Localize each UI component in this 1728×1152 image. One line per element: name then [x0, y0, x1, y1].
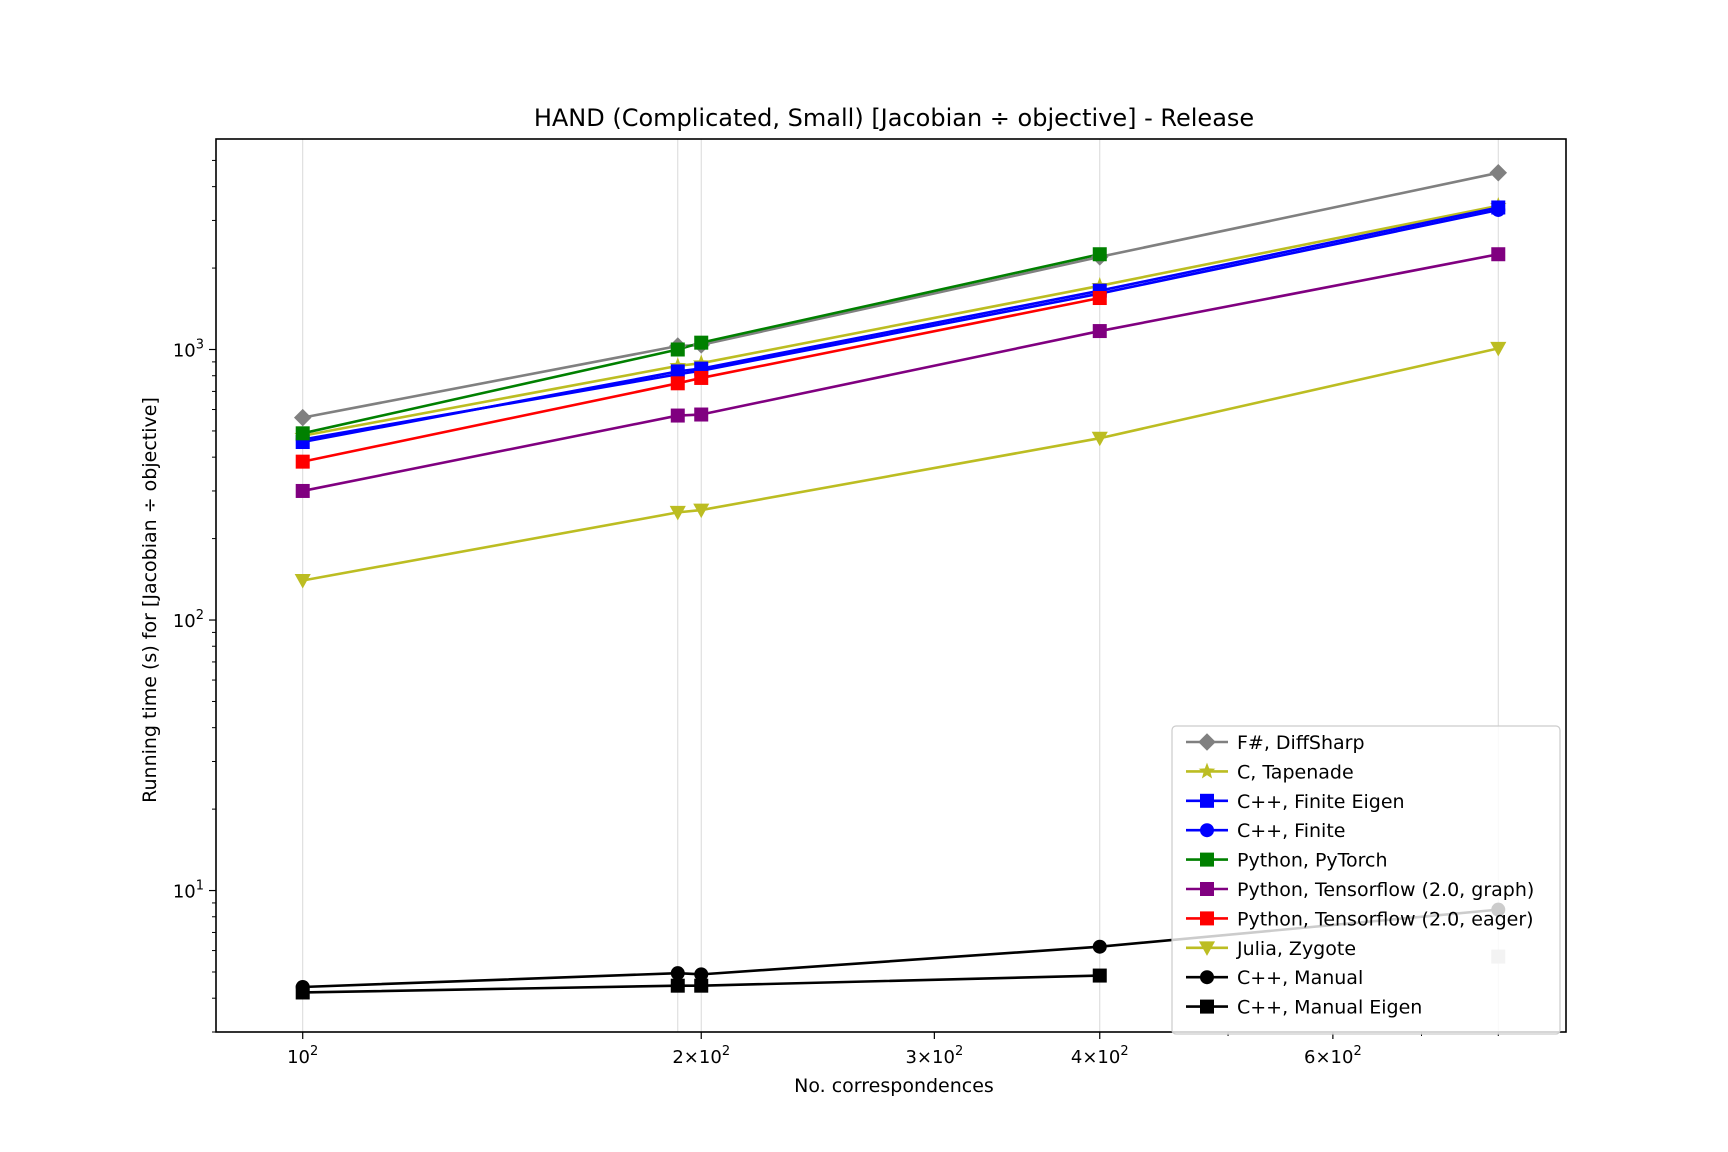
legend-box — [1171, 725, 1561, 1035]
y-tick-label: 102 — [173, 608, 204, 632]
x-tick-label: 3×102 — [905, 1044, 963, 1068]
series-line — [302, 974, 1100, 994]
legend-label: Python, Tensorflow (2.0, graph) — [1237, 879, 1534, 901]
legend-marker — [1200, 793, 1214, 808]
legend: F#, DiffSharp C, Tapenade C++, Finite Eige… — [1171, 725, 1561, 1035]
series-line — [302, 296, 1101, 463]
data-point — [670, 408, 685, 423]
legend-label: Julia, Zygote — [1236, 938, 1356, 960]
legend-label: C++, Manual Eigen — [1237, 997, 1422, 1019]
data-point — [1491, 202, 1506, 217]
data-point — [670, 966, 685, 981]
axes-frame — [215, 138, 1567, 1033]
legend-marker — [1198, 941, 1216, 956]
data-point — [295, 454, 310, 469]
legend-marker — [1200, 911, 1214, 926]
data-point — [295, 426, 310, 441]
legend-label: C, Tapenade — [1237, 761, 1354, 783]
data-point — [670, 376, 685, 391]
data-point — [294, 574, 311, 589]
data-point — [1091, 431, 1108, 447]
legend-label: F#, DiffSharp — [1237, 732, 1365, 754]
data-point — [1092, 247, 1107, 262]
legend-marker — [1200, 852, 1214, 867]
data-point — [669, 505, 686, 521]
plot-area: 102 2×102 3×102 4×102 6×102 101 102 103 — [173, 138, 1567, 1068]
legend-marker — [1200, 999, 1214, 1014]
data-point — [1092, 291, 1107, 306]
y-axis-label: Running time (s) for [Jacobian ÷ objecti… — [139, 397, 161, 803]
series-line — [302, 252, 1101, 435]
legend-label: C++, Finite Eigen — [1237, 791, 1405, 813]
data-point — [670, 978, 685, 993]
data-point — [293, 408, 312, 427]
legend-label: C++, Finite — [1237, 820, 1345, 842]
x-tick-label: 102 — [287, 1044, 318, 1068]
legend-label: Python, Tensorflow (2.0, eager) — [1237, 908, 1534, 930]
data-point — [1092, 939, 1107, 954]
legend-marker — [1200, 882, 1214, 896]
data-point — [1092, 324, 1107, 339]
legend-marker — [1200, 823, 1214, 838]
legend-label: Python, PyTorch — [1237, 850, 1388, 872]
x-tick-label: 4×102 — [1071, 1044, 1129, 1068]
x-tick-label: 2×102 — [672, 1044, 730, 1068]
data-point — [694, 967, 709, 982]
data-point — [670, 342, 685, 357]
x-axis-label: No. correspondences — [794, 1075, 994, 1097]
data-point — [1092, 968, 1107, 983]
data-point — [1489, 164, 1508, 182]
data-point — [295, 483, 310, 498]
legend-marker — [1200, 970, 1214, 985]
legend-marker — [1198, 762, 1216, 779]
y-tick-label: 101 — [173, 879, 204, 903]
data-point — [694, 407, 709, 422]
x-tick-label: 6×102 — [1304, 1044, 1362, 1068]
data-point — [1490, 341, 1507, 357]
data-point — [693, 503, 710, 519]
data-point — [295, 985, 310, 1000]
legend-marker — [1198, 733, 1216, 751]
data-point — [694, 335, 709, 350]
y-tick-label: 103 — [173, 338, 204, 362]
data-point — [694, 978, 709, 993]
data-point — [694, 370, 709, 385]
data-point — [1491, 247, 1506, 262]
legend-label: C++, Manual — [1237, 967, 1363, 989]
chart-title: HAND (Complicated, Small) [Jacobian ÷ ob… — [534, 104, 1254, 132]
